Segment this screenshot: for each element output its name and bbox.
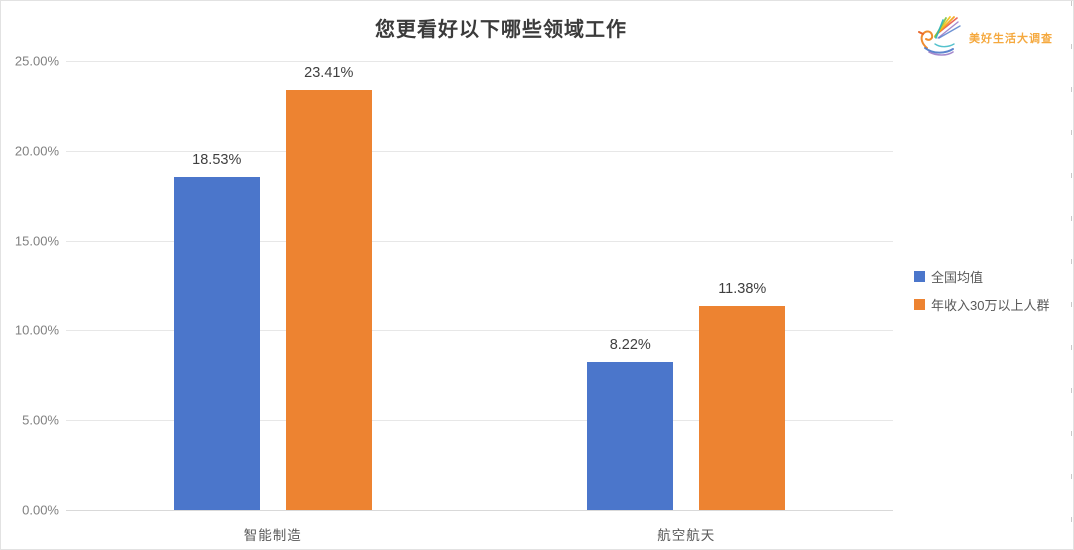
rainbow-bird-icon [913, 14, 965, 63]
bar-series2 [285, 89, 372, 510]
gridline [66, 150, 893, 152]
legend-swatch-icon [914, 299, 925, 310]
bar-value-label: 23.41% [304, 64, 354, 81]
category-label: 航空航天 [657, 528, 716, 543]
legend-item: 全国均值 [914, 267, 1049, 286]
bar-series2 [699, 305, 786, 510]
y-axis-tick-label: 0.00% [22, 502, 59, 518]
legend-swatch-icon [914, 271, 925, 282]
bar-value-label: 8.22% [609, 337, 651, 354]
right-dashed-border [1071, 1, 1072, 549]
gridline [66, 61, 893, 62]
chart-title: 您更看好以下哪些领域工作 [375, 19, 627, 41]
y-axis-tick-label: 5.00% [22, 412, 59, 428]
y-axis-tick-label: 15.00% [14, 233, 59, 249]
legend-item: 年收入30万以上人群 [914, 295, 1049, 314]
gridline [66, 330, 893, 332]
gridline [66, 420, 893, 422]
legend-label: 年收入30万以上人群 [931, 298, 1050, 313]
bar-value-label: 18.53% [192, 152, 242, 169]
legend-label: 全国均值 [931, 270, 984, 285]
y-axis-tick-label: 20.00% [14, 143, 59, 159]
bar-series1 [587, 362, 674, 510]
bar-value-label: 11.38% [718, 280, 767, 297]
gridline [66, 510, 893, 511]
survey-logo: 美好生活大调查 [913, 15, 1059, 61]
gridline [66, 240, 893, 242]
y-axis-tick-label: 10.00% [14, 322, 59, 338]
category-label: 智能制造 [243, 528, 302, 543]
y-axis-tick-label: 25.00% [14, 53, 59, 69]
legend: 全国均值年收入30万以上人群 [914, 267, 1049, 314]
logo-text: 美好生活大调查 [969, 33, 1053, 45]
bar-series1 [173, 177, 260, 510]
